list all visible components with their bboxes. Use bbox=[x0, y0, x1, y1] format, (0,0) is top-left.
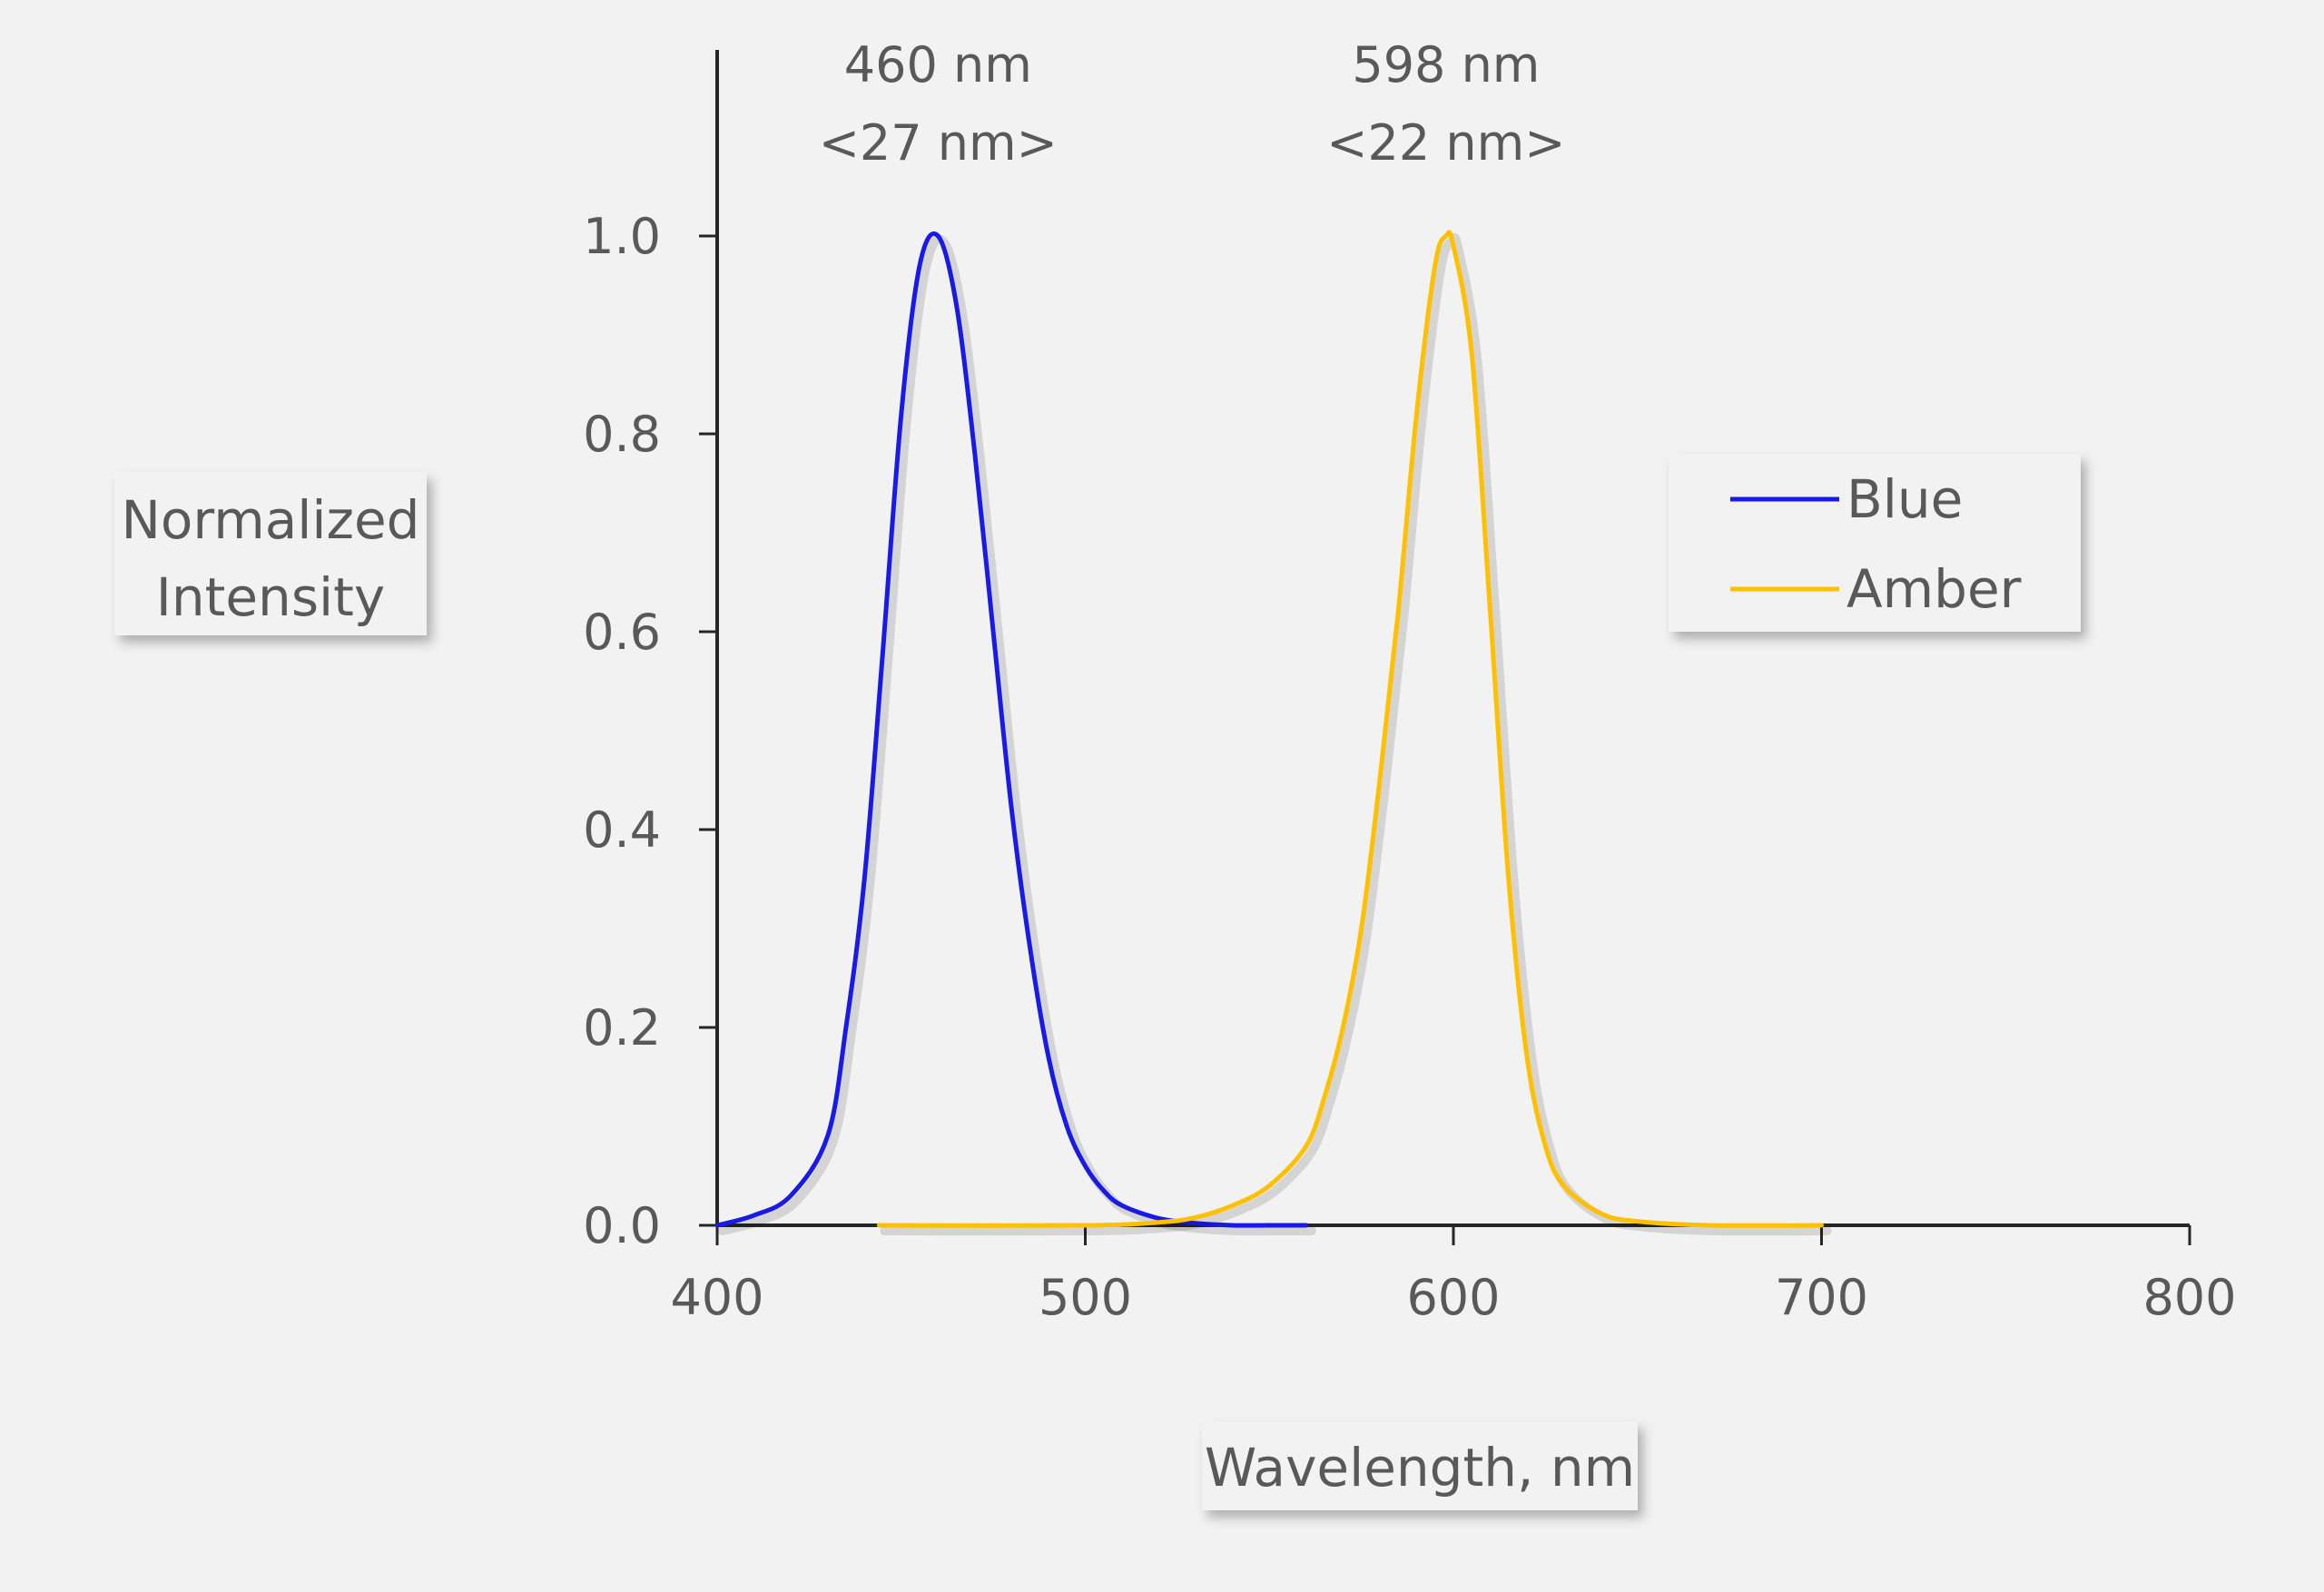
amber-series-shadow bbox=[880, 232, 1832, 1236]
legend-label-blue: Blue bbox=[1846, 468, 1963, 530]
y-axis-title-box: Normalized Intensity bbox=[114, 472, 427, 635]
y-tick-label: 1.0 bbox=[583, 208, 661, 265]
x-axis-title-box: Wavelength, nm bbox=[1202, 1421, 1638, 1510]
x-tick-label: 800 bbox=[2142, 1269, 2236, 1326]
blue-series-shadow bbox=[718, 234, 1316, 1236]
y-tick-label: 0.4 bbox=[583, 801, 661, 859]
y-tick-label: 0.8 bbox=[583, 406, 661, 463]
y-tick-label: 0.2 bbox=[583, 999, 661, 1056]
peak-annotation: 598 nm bbox=[1352, 36, 1540, 93]
y-axis-title-line-1: Normalized bbox=[122, 489, 420, 551]
x-tick-label: 600 bbox=[1406, 1269, 1500, 1326]
x-tick-label: 500 bbox=[1039, 1269, 1132, 1326]
x-tick-label: 700 bbox=[1775, 1269, 1868, 1326]
blue-series-line bbox=[714, 231, 1309, 1228]
x-tick-label: 400 bbox=[670, 1269, 763, 1326]
y-tick-label: 0.0 bbox=[583, 1197, 661, 1254]
y-axis-title-line-2: Intensity bbox=[156, 566, 385, 628]
peak-annotation: <27 nm> bbox=[819, 114, 1058, 172]
amber-series-line bbox=[876, 230, 1824, 1228]
x-axis-title: Wavelength, nm bbox=[1205, 1437, 1635, 1499]
legend: Blue Amber bbox=[1669, 454, 2081, 632]
plot-area: 0.0 0.2 0.4 0.6 0.8 1.0 400 500 600 700 800 460 nm <… bbox=[583, 36, 2236, 1326]
peak-annotation: 460 nm bbox=[844, 36, 1032, 93]
peak-annotation: <22 nm> bbox=[1326, 114, 1565, 172]
y-tick-label: 0.6 bbox=[583, 604, 661, 661]
legend-label-amber: Amber bbox=[1846, 558, 2022, 620]
